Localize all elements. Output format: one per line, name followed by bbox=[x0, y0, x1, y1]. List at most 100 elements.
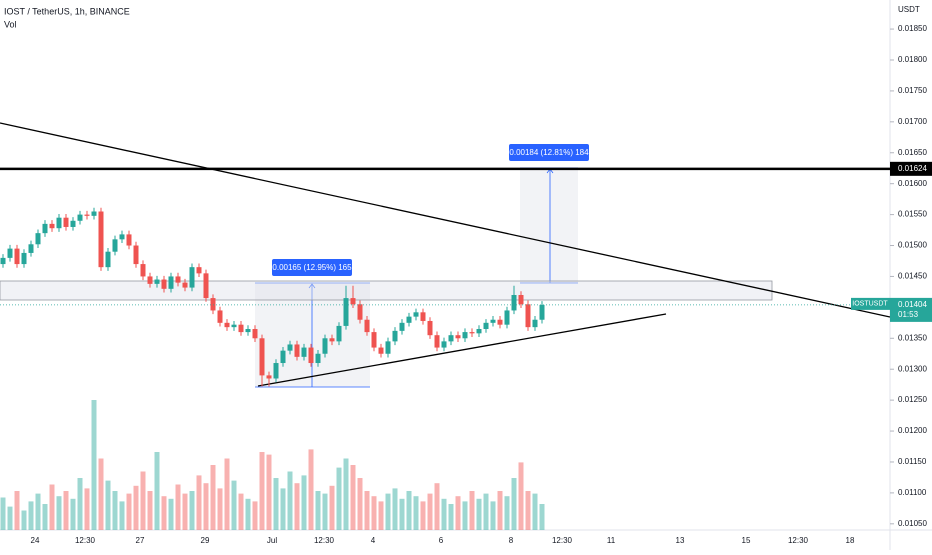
volume-bar bbox=[336, 467, 342, 530]
volume-bar bbox=[21, 510, 27, 530]
volume-bar bbox=[28, 501, 34, 530]
volume-bar bbox=[350, 465, 356, 530]
volume-bar bbox=[168, 498, 174, 530]
y-tick-label: 0.01500 bbox=[898, 241, 927, 250]
candle-body bbox=[210, 298, 216, 311]
volume-bar bbox=[301, 475, 307, 530]
volume-bar bbox=[35, 493, 41, 530]
volume-bar bbox=[532, 493, 538, 530]
volume-bar bbox=[455, 496, 461, 530]
descending-trendline bbox=[0, 122, 891, 318]
x-tick-label: 24 bbox=[31, 536, 40, 545]
candle-body bbox=[126, 234, 132, 246]
candle-body bbox=[175, 276, 181, 283]
candle-body bbox=[259, 338, 265, 376]
x-tick-label: 12:30 bbox=[788, 536, 809, 545]
volume-bar bbox=[322, 493, 328, 530]
candle-body bbox=[385, 341, 391, 354]
y-tick-label: 0.01050 bbox=[898, 519, 927, 528]
x-tick-label: 12:30 bbox=[75, 536, 96, 545]
candle-body bbox=[252, 329, 258, 339]
candle-body bbox=[196, 267, 202, 274]
candle-body bbox=[14, 248, 20, 265]
measure-box bbox=[520, 168, 578, 283]
volume-bar bbox=[49, 484, 55, 530]
candle-body bbox=[469, 332, 475, 334]
candle-body bbox=[420, 312, 426, 321]
volume-bar bbox=[70, 498, 76, 530]
candle-body bbox=[532, 319, 538, 328]
volume-label: Vol bbox=[4, 19, 17, 29]
candle-body bbox=[49, 223, 55, 229]
y-tick-label: 0.01300 bbox=[898, 364, 927, 373]
candle-body bbox=[287, 344, 293, 351]
candle-body bbox=[154, 279, 160, 284]
candle-body bbox=[133, 245, 139, 265]
volume-bar bbox=[420, 501, 426, 530]
candle-body bbox=[245, 329, 251, 333]
chart-title: IOST / TetherUS, 1h, BINANCE bbox=[4, 6, 130, 16]
candle-body bbox=[497, 319, 503, 325]
candle-body bbox=[406, 316, 412, 323]
candle-body bbox=[413, 312, 419, 317]
volume-bar bbox=[231, 480, 237, 530]
volume-bar bbox=[378, 501, 384, 530]
volume-bar bbox=[147, 491, 153, 530]
volume-bar bbox=[413, 496, 419, 530]
volume-bar bbox=[315, 491, 321, 530]
candle-body bbox=[301, 347, 307, 357]
x-tick-label: 8 bbox=[509, 536, 514, 545]
measure-label: 0.00184 (12.81%) 184 bbox=[509, 148, 589, 157]
candle-body bbox=[483, 322, 489, 330]
symbol-label-box bbox=[851, 297, 890, 310]
candle-body bbox=[0, 257, 6, 265]
volume-bar bbox=[203, 483, 209, 530]
volume-bar bbox=[504, 496, 510, 530]
y-tick-label: 0.01200 bbox=[898, 426, 927, 435]
volume-bar bbox=[182, 493, 188, 530]
candle-body bbox=[315, 353, 321, 364]
x-tick-label: 11 bbox=[607, 536, 616, 545]
volume-bar bbox=[525, 491, 531, 530]
volume-bar bbox=[189, 491, 195, 530]
candle-body bbox=[294, 344, 300, 357]
last-price-box bbox=[890, 297, 932, 322]
volume-bar bbox=[476, 498, 482, 530]
volume-bar bbox=[469, 491, 475, 530]
candle-body bbox=[266, 375, 272, 379]
candle-body bbox=[105, 251, 111, 268]
candle-body bbox=[63, 217, 69, 227]
candle-body bbox=[182, 282, 188, 288]
y-tick-label: 0.01100 bbox=[898, 488, 927, 497]
x-tick-label: 6 bbox=[439, 536, 444, 545]
volume-bar bbox=[259, 452, 265, 530]
candle-body bbox=[224, 322, 230, 328]
y-tick-label: 0.01800 bbox=[898, 55, 927, 64]
x-tick-label: Jul bbox=[267, 536, 277, 545]
volume-bar bbox=[0, 497, 6, 530]
candle-body bbox=[336, 325, 342, 342]
volume-bar bbox=[238, 493, 244, 530]
candle-body bbox=[119, 234, 125, 240]
volume-bar bbox=[329, 485, 335, 530]
volume-bar bbox=[406, 491, 412, 530]
y-tick-label: 0.01250 bbox=[898, 395, 927, 404]
candle-body bbox=[42, 223, 48, 234]
last-price-label: 0.01404 bbox=[898, 300, 927, 309]
candle-body bbox=[308, 347, 314, 364]
candle-body bbox=[378, 347, 384, 354]
candle-body bbox=[189, 267, 195, 288]
volume-bar bbox=[441, 498, 447, 530]
candle-body bbox=[371, 332, 377, 348]
volume-bar bbox=[308, 449, 314, 530]
candle-body bbox=[238, 324, 244, 333]
volume-bar bbox=[140, 471, 146, 530]
volume-bar bbox=[518, 462, 524, 530]
volume-bar bbox=[154, 452, 160, 530]
volume-bar bbox=[105, 480, 111, 530]
candle-body bbox=[329, 338, 335, 342]
volume-bar bbox=[343, 458, 349, 530]
candle-body bbox=[56, 217, 62, 229]
candle-body bbox=[525, 304, 531, 328]
x-tick-label: 12:30 bbox=[314, 536, 335, 545]
